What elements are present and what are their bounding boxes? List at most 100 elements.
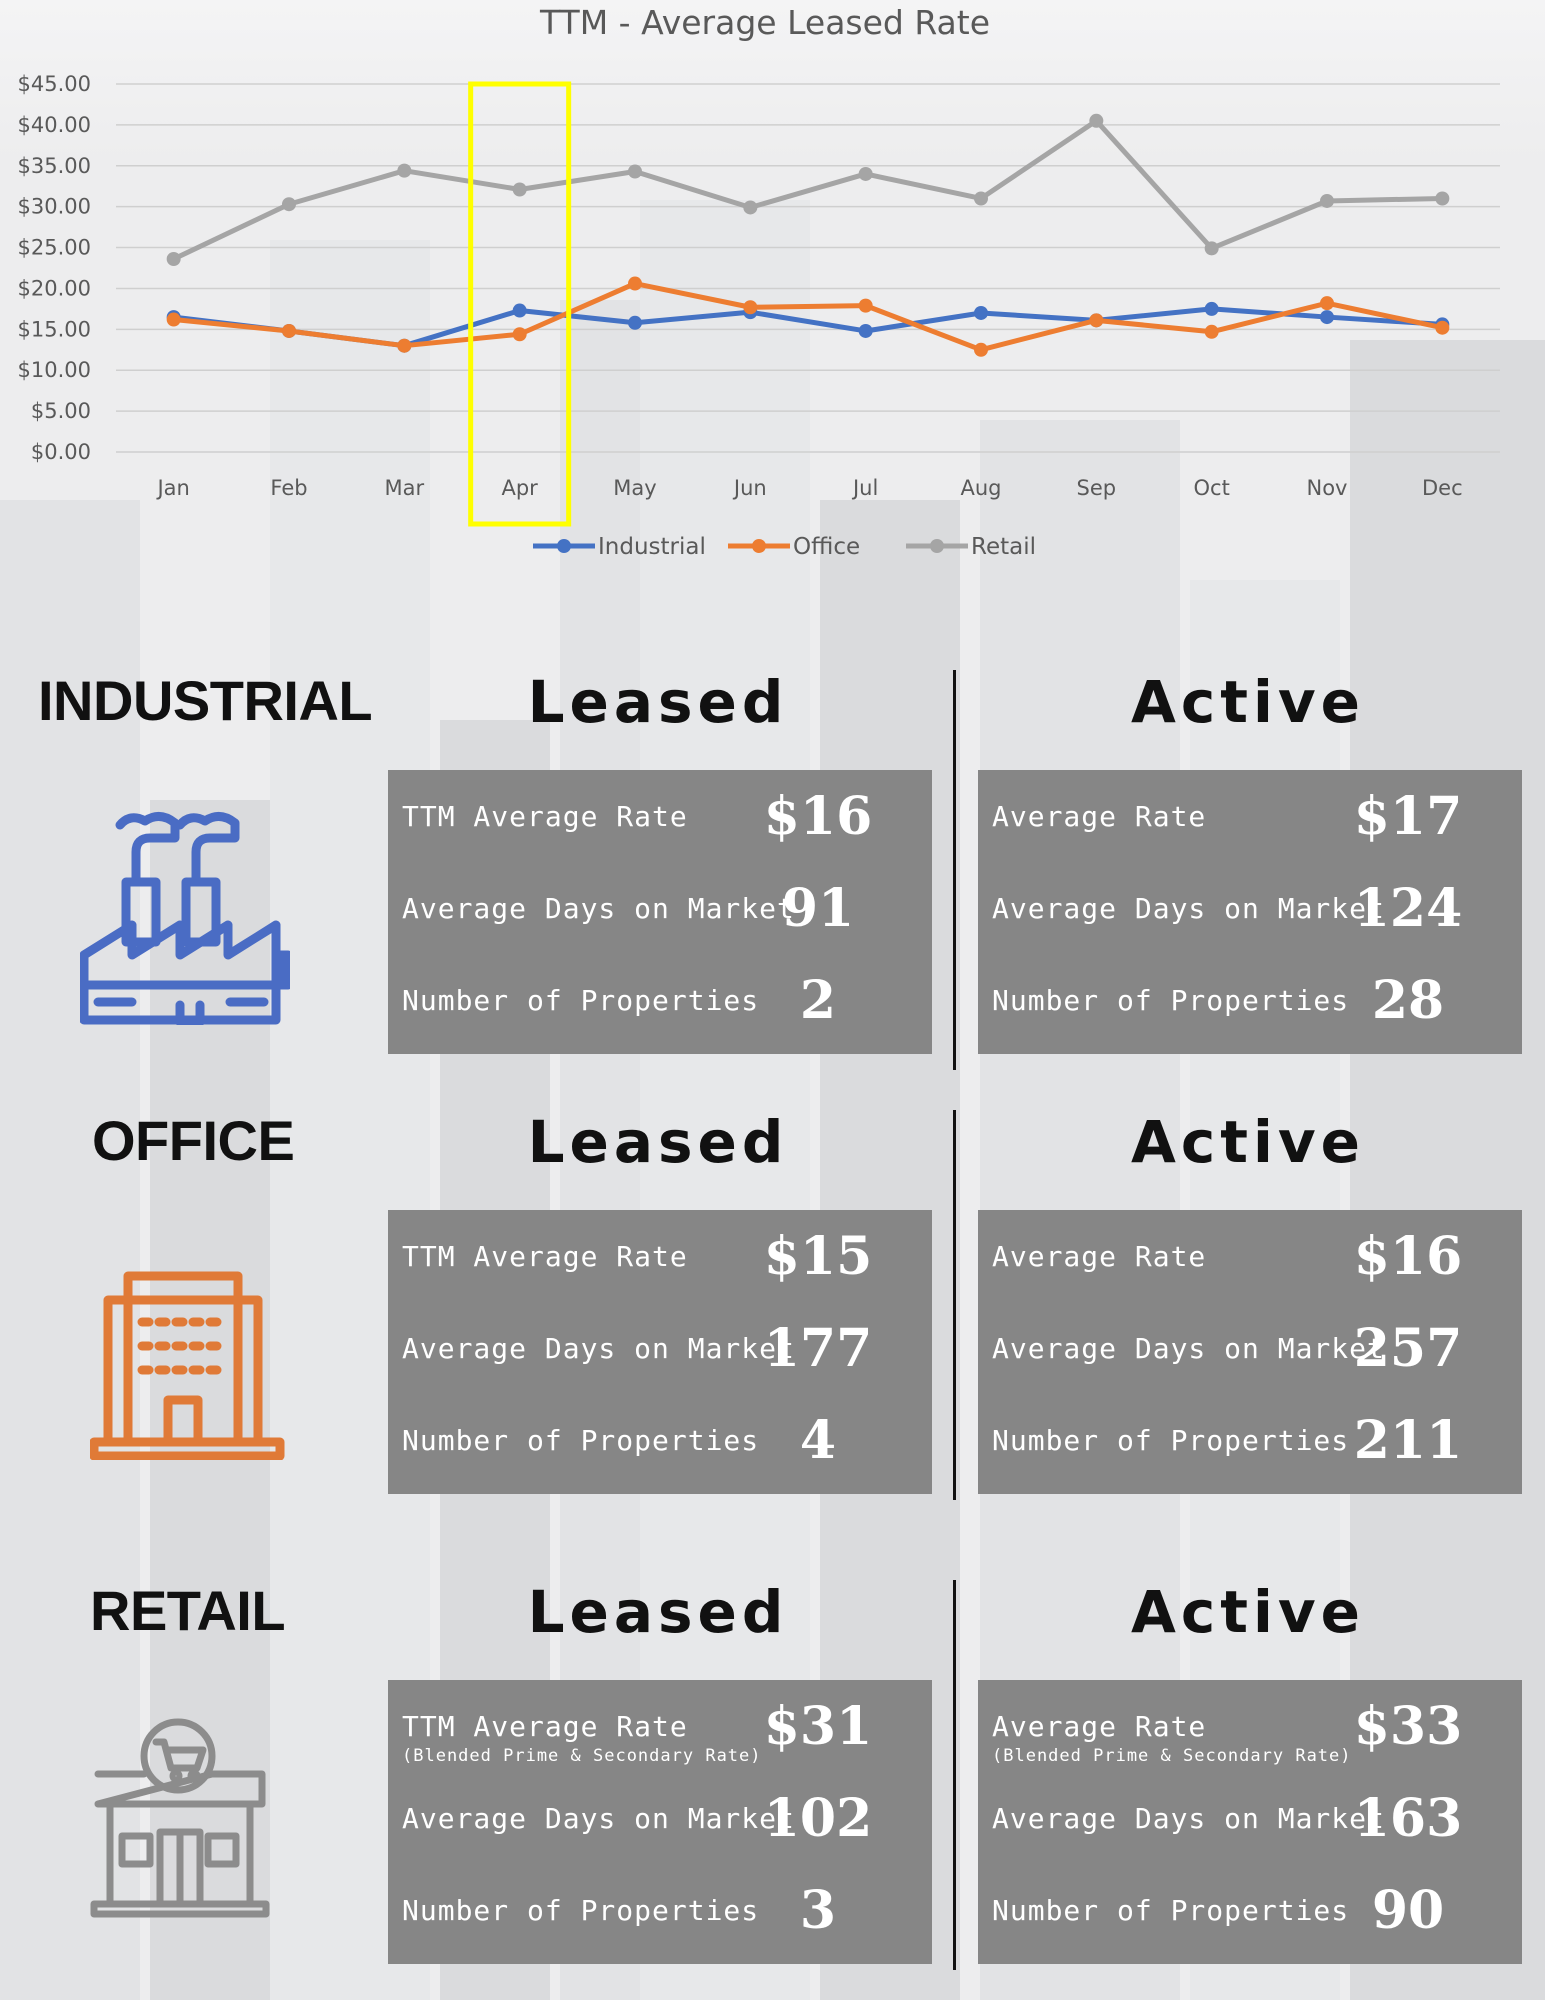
y-tick-label: $30.00	[18, 195, 91, 219]
data-point	[628, 276, 642, 291]
data-point	[282, 323, 296, 338]
stat-value: $33	[1353, 1696, 1463, 1757]
chart-title: TTM - Average Leased Rate	[539, 3, 990, 42]
data-point	[512, 303, 527, 318]
stat-row: Average Days on Market 124	[978, 868, 1522, 958]
data-point	[743, 300, 758, 315]
data-point	[1204, 301, 1219, 316]
section-title: RETAIL	[90, 1579, 286, 1642]
leased-stats-box: TTM Average Rate $16 Average Days on Marke…	[388, 770, 932, 1054]
stat-value: $17	[1353, 786, 1463, 847]
data-point	[397, 338, 412, 353]
stat-label: Average Rate	[992, 1240, 1207, 1273]
x-tick-label: Dec	[1422, 476, 1463, 500]
series-line	[172, 118, 1443, 262]
stat-value: 163	[1353, 1788, 1463, 1849]
stat-value: 28	[1371, 970, 1445, 1031]
legend-label: Industrial	[598, 534, 706, 560]
stat-value: 4	[799, 1410, 837, 1471]
x-tick-label: Oct	[1194, 476, 1230, 500]
stat-label: Number of Properties	[992, 1894, 1350, 1927]
stat-row: TTM Average Rate (Blended Prime & Seconda…	[388, 1686, 932, 1776]
x-tick-label: Mar	[385, 476, 425, 500]
data-point	[858, 323, 873, 338]
y-tick-label: $25.00	[18, 236, 91, 260]
stat-label: Number of Properties	[402, 984, 760, 1017]
data-point	[1204, 324, 1219, 339]
active-heading: Active	[1130, 1108, 1366, 1176]
data-point	[743, 200, 758, 215]
column-divider	[953, 1580, 956, 1970]
column-divider	[953, 670, 956, 1070]
y-tick-label: $15.00	[18, 317, 91, 341]
x-tick-label: Jul	[851, 476, 878, 500]
legend-item-industrial: Industrial	[533, 534, 706, 560]
stat-row: TTM Average Rate $15	[388, 1216, 932, 1306]
active-heading: Active	[1130, 1578, 1366, 1646]
stat-row: Average Days on Market 177	[388, 1308, 932, 1398]
y-tick-label: $5.00	[31, 399, 91, 423]
stat-label: Average Days on Market	[992, 1332, 1385, 1365]
data-point	[1320, 310, 1334, 325]
data-point	[512, 182, 527, 197]
y-tick-label: $35.00	[18, 154, 91, 178]
stat-row: Average Rate (Blended Prime & Secondary R…	[978, 1686, 1522, 1776]
office-building-icon	[89, 1270, 290, 1465]
x-tick-label: Aug	[960, 476, 1001, 500]
active-stats-box: Average Rate (Blended Prime & Secondary R…	[978, 1680, 1522, 1964]
data-point	[858, 298, 873, 313]
stat-label: Average Days on Market	[992, 892, 1385, 925]
x-tick-label: Apr	[501, 476, 538, 500]
stat-value: 3	[799, 1880, 837, 1941]
stat-row: Number of Properties 28	[978, 960, 1522, 1050]
stat-value: 102	[763, 1788, 873, 1849]
stat-label: TTM Average Rate	[402, 1240, 688, 1273]
series-office	[166, 276, 1450, 357]
x-tick-label: Nov	[1307, 476, 1348, 500]
stat-row: Number of Properties 90	[978, 1870, 1522, 1960]
data-point	[166, 252, 181, 267]
active-heading: Active	[1130, 668, 1366, 736]
legend-label: Retail	[971, 534, 1036, 560]
y-tick-label: $10.00	[18, 358, 91, 382]
leased-heading: Leased	[527, 1578, 789, 1646]
stat-sublabel: (Blended Prime & Secondary Rate)	[402, 1746, 762, 1766]
y-tick-label: $45.00	[18, 72, 91, 96]
stat-row: Number of Properties 3	[388, 1870, 932, 1960]
stat-row: Number of Properties 4	[388, 1400, 932, 1490]
stat-row: TTM Average Rate $16	[388, 776, 932, 866]
data-point	[1435, 191, 1450, 206]
stat-value: 211	[1353, 1410, 1463, 1471]
legend-item-retail: Retail	[906, 534, 1036, 560]
stat-label: Average Days on Market	[992, 1802, 1385, 1835]
stat-value: 124	[1353, 878, 1463, 939]
x-tick-label: Jan	[155, 476, 189, 500]
stat-row: Number of Properties 211	[978, 1400, 1522, 1490]
stat-sublabel: (Blended Prime & Secondary Rate)	[992, 1746, 1352, 1766]
data-point	[282, 197, 296, 212]
data-point	[974, 191, 988, 206]
stat-row: Average Days on Market 163	[978, 1778, 1522, 1868]
y-tick-label: $0.00	[31, 440, 91, 464]
stat-row: Average Days on Market 102	[388, 1778, 932, 1868]
factory-icon	[79, 805, 293, 1030]
data-point	[512, 327, 527, 342]
legend-item-office: Office	[728, 534, 860, 560]
chart-svg: TTM - Average Leased Rate $0.00 $5.00 $10.…	[18, 3, 1500, 560]
stat-label: Average Days on Market	[402, 1802, 795, 1835]
data-point	[1089, 313, 1104, 328]
stat-label: Average Rate	[992, 800, 1207, 833]
leased-stats-box: TTM Average Rate $15 Average Days on Marke…	[388, 1210, 932, 1494]
stat-row: Average Days on Market 257	[978, 1308, 1522, 1398]
leased-heading: Leased	[527, 1108, 789, 1176]
retail-store-icon	[90, 1718, 270, 1923]
stat-row: Average Days on Market 91	[388, 868, 932, 958]
data-point	[974, 342, 988, 357]
data-point	[628, 164, 642, 179]
data-point	[1089, 113, 1104, 128]
leased-heading: Leased	[527, 668, 789, 736]
x-tick-label: Jun	[732, 476, 767, 500]
stat-row: Average Rate $17	[978, 776, 1522, 866]
highlight-box	[468, 81, 572, 527]
stat-label: Number of Properties	[992, 1424, 1350, 1457]
